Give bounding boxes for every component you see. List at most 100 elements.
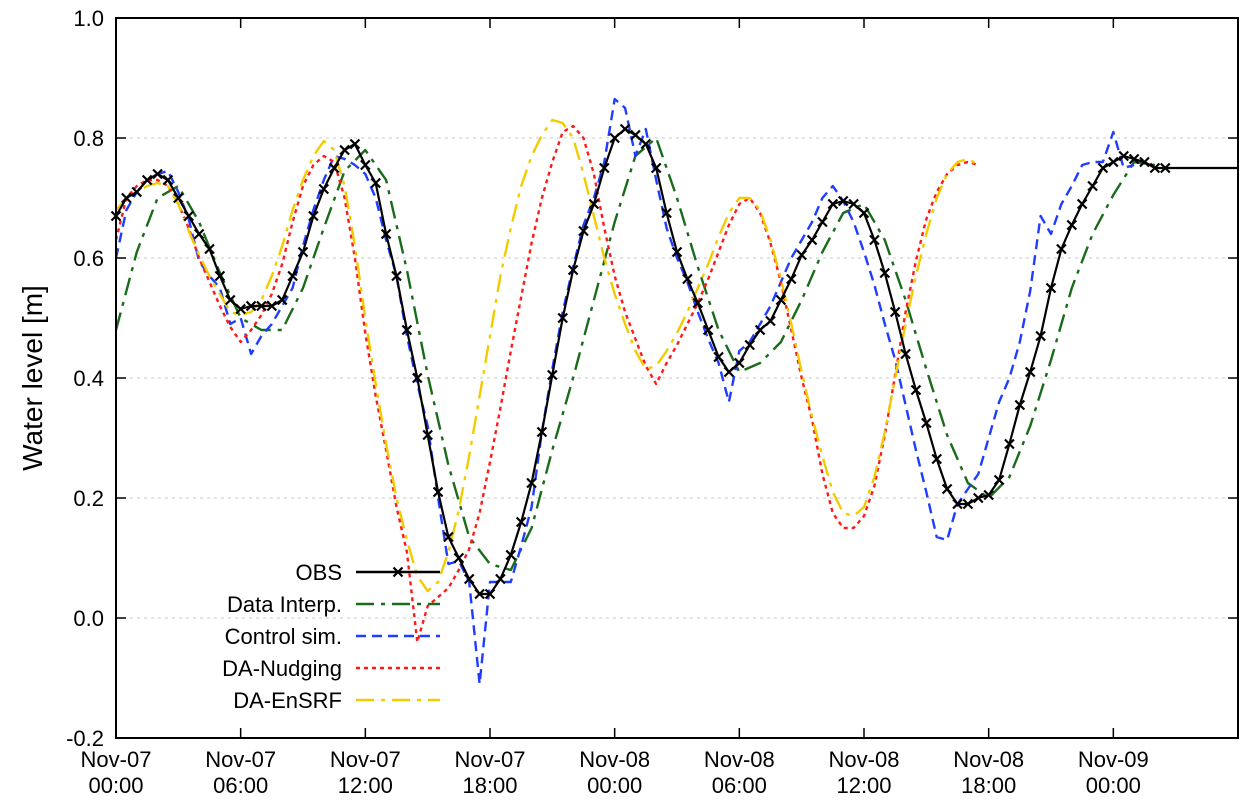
- obs-marker: [370, 177, 382, 189]
- obs-marker: [983, 489, 994, 501]
- legend-label-da-nudging: DA-Nudging: [222, 656, 342, 681]
- obs-marker: [817, 216, 828, 228]
- obs-marker: [1097, 162, 1109, 174]
- obs-marker: [1066, 219, 1078, 231]
- x-tick-label-date: Nov-08: [829, 747, 900, 772]
- obs-marker: [723, 366, 735, 378]
- x-tick-label-date: Nov-07: [455, 747, 526, 772]
- series-line-da-nudging: [114, 124, 979, 644]
- obs-marker: [1014, 399, 1026, 411]
- x-tick-label-time: 06:00: [712, 773, 767, 798]
- series-line-control-sim: [114, 97, 1135, 686]
- obs-marker: [411, 372, 423, 384]
- obs-marker: [754, 324, 766, 336]
- obs-marker: [765, 315, 776, 327]
- obs-marker: [297, 246, 309, 258]
- obs-marker: [578, 225, 589, 237]
- obs-marker: [495, 573, 506, 585]
- obs-marker: [588, 198, 600, 210]
- obs-marker: [308, 210, 319, 222]
- obs-marker: [837, 195, 849, 207]
- obs-marker: [391, 270, 402, 282]
- obs-marker: [173, 192, 184, 204]
- obs-marker: [443, 531, 454, 543]
- obs-marker: [432, 486, 444, 498]
- obs-marker: [152, 168, 163, 180]
- obs-marker: [536, 426, 548, 438]
- obs-marker: [1160, 162, 1171, 174]
- obs-marker: [1118, 150, 1129, 162]
- obs-marker: [183, 210, 195, 222]
- obs-marker: [547, 369, 558, 381]
- obs-marker: [557, 312, 569, 324]
- obs-marker: [567, 264, 579, 276]
- obs-marker: [869, 234, 880, 246]
- obs-marker: [1045, 282, 1057, 294]
- obs-marker: [879, 267, 891, 279]
- y-tick-label: 0.2: [73, 486, 104, 511]
- obs-marker: [526, 477, 537, 489]
- obs-marker: [1056, 243, 1067, 255]
- obs-marker: [328, 162, 340, 174]
- obs-marker: [962, 498, 974, 510]
- grid-lines: [116, 137, 1238, 619]
- x-tick-label-date: Nov-07: [330, 747, 401, 772]
- obs-marker: [349, 138, 361, 150]
- x-tick-label-date: Nov-08: [953, 747, 1024, 772]
- obs-marker: [484, 588, 496, 600]
- obs-marker: [401, 324, 413, 336]
- obs-marker: [796, 249, 807, 261]
- obs-marker: [463, 573, 475, 585]
- obs-marker: [141, 174, 153, 186]
- obs-marker: [474, 588, 485, 600]
- y-tick-label: 0.6: [73, 246, 104, 271]
- obs-marker: [775, 294, 787, 306]
- obs-marker: [214, 270, 226, 282]
- obs-marker: [619, 123, 631, 135]
- obs-marker: [848, 198, 859, 210]
- x-tick-label-date: Nov-07: [205, 747, 276, 772]
- obs-marker: [360, 159, 371, 171]
- x-tick-label-time: 00:00: [88, 773, 143, 798]
- obs-marker: [900, 348, 911, 360]
- obs-marker: [1035, 330, 1046, 342]
- y-tick-label: -0.2: [66, 726, 104, 751]
- legend-label-obs: OBS: [296, 560, 342, 585]
- obs-marker: [131, 186, 143, 198]
- obs-marker: [422, 429, 433, 441]
- obs-marker: [1087, 180, 1098, 192]
- y-tick-label: 0.4: [73, 366, 104, 391]
- obs-marker: [702, 324, 714, 336]
- obs-marker: [692, 297, 704, 309]
- obs-marker: [889, 306, 901, 318]
- obs-marker: [744, 339, 756, 351]
- x-tick-label-time: 00:00: [587, 773, 642, 798]
- obs-marker: [453, 552, 465, 564]
- obs-marker: [339, 144, 350, 156]
- obs-marker: [245, 300, 257, 312]
- series-line-da-ensrf: [115, 118, 979, 593]
- obs-marker: [910, 384, 922, 396]
- legend-label-data-interp: Data Interp.: [227, 592, 342, 617]
- y-tick-label: 0.8: [73, 126, 104, 151]
- x-tick-label-date: Nov-08: [579, 747, 650, 772]
- y-axis-title: Water level [m]: [17, 285, 48, 471]
- obs-marker: [505, 549, 517, 561]
- obs-marker: [121, 192, 132, 204]
- x-tick-label-time: 12:00: [338, 773, 393, 798]
- obs-marker: [650, 162, 662, 174]
- axis-ticks: -0.20.00.20.40.60.81.0Nov-0700:00Nov-070…: [66, 6, 1238, 798]
- obs-marker: [785, 273, 797, 285]
- legend-label-control-sim: Control sim.: [225, 624, 342, 649]
- obs-marker: [713, 351, 724, 363]
- series-line-data-interp: [114, 136, 1156, 572]
- obs-marker: [1139, 156, 1150, 168]
- y-tick-label: 1.0: [73, 6, 104, 31]
- obs-marker: [921, 417, 932, 429]
- obs-marker: [640, 138, 652, 150]
- x-tick-label-time: 06:00: [213, 773, 268, 798]
- obs-marker: [972, 492, 984, 504]
- obs-marker: [1149, 162, 1161, 174]
- obs-marker: [256, 300, 267, 312]
